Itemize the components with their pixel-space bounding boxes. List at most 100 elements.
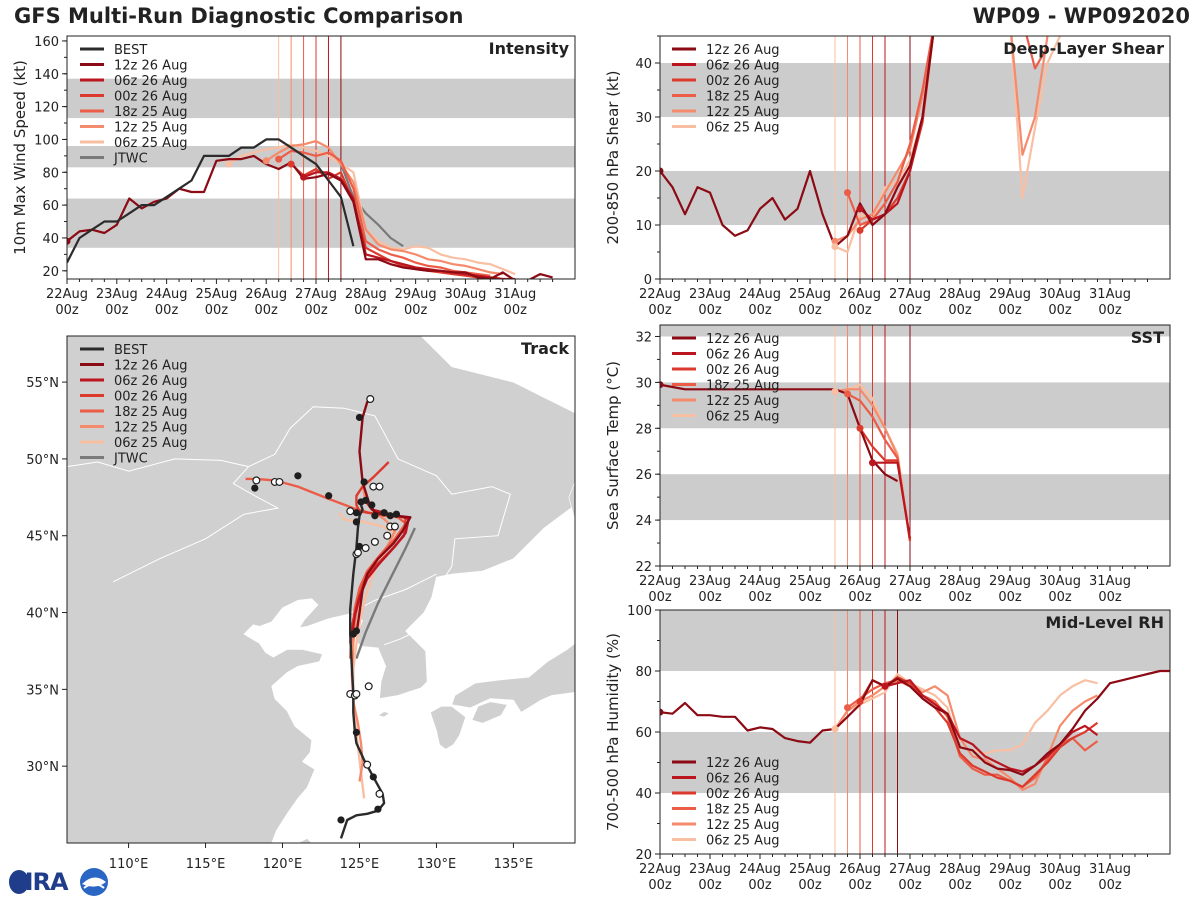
shear-marker-00z-26-aug [856,226,864,234]
sst-xtick-label: 26Aug [839,574,881,589]
shear-xtick-label: 00z [898,303,922,318]
shear-xtick-label: 00z [948,303,972,318]
track-point-open [361,544,370,553]
sst-legend-label-06z-25-aug: 06z 25 Aug [706,410,780,425]
sst-xtick-label: 00z [948,590,972,605]
intensity-xtick-label: 00z [304,303,328,318]
intensity-band-2 [67,78,575,119]
track-plot-area [67,336,575,843]
sst-marker-18z-25-aug [844,390,851,398]
sst-legend-label-00z-26-aug: 00z 26 Aug [706,363,780,378]
shear-series-12z-25-aug [834,36,1049,243]
track-point-open [275,477,284,486]
land-polygon-3 [429,705,467,750]
sst-xtick-label: 24Aug [739,574,781,589]
intensity-legend-label-00z-26-aug: 00z 26 Aug [114,90,188,105]
sst-xtick-label: 00z [1098,590,1122,605]
track-xtick-label: 115°E [186,857,226,872]
intensity-marker-06z-26-aug [300,173,308,181]
track-point [294,472,302,480]
intensity-series-12z-25-aug [265,140,503,276]
shear-xtick-label: 22Aug [639,287,681,302]
intensity-xtick-label: 23Aug [96,287,138,302]
intensity-ytick-label: 60 [42,199,59,214]
sst-legend-label-18z-25-aug: 18z 25 Aug [706,379,780,394]
intensity-xtick-label: 00z [404,303,428,318]
rh-chart: 2040608010022Aug00z23Aug00z24Aug00z25Aug… [604,604,1171,893]
rh-xtick-label: 00z [648,878,672,893]
track-frame [66,335,576,844]
track-point [371,512,379,520]
intensity-marker-06z-25-aug [225,160,233,168]
rh-xtick-label: 31Aug [1089,862,1131,877]
intensity-frame [66,35,576,280]
shear-xtick-label: 00z [848,303,872,318]
shear-xtick-label: 00z [1048,303,1072,318]
shear-xtick-label: 27Aug [889,287,931,302]
rh-legend-label-12z-25-aug: 12z 25 Aug [706,818,780,833]
rh-xtick-label: 00z [698,878,722,893]
rh-ytick-label: 40 [635,787,652,802]
rh-plot-area [660,610,1170,854]
intensity-band-1 [67,146,575,168]
track-ytick-label: 45°N [26,530,59,545]
intensity-ylabel: 10m Max Wind Speed (kt) [11,60,29,255]
sst-series-06z-26-aug [872,461,912,539]
sst-ytick-label: 22 [635,560,652,575]
track-point [368,501,376,509]
intensity-ytick-label: 160 [34,35,59,50]
track-point [360,478,368,486]
rh-xtick-label: 28Aug [939,862,981,877]
shear-band-0 [660,171,1170,225]
shear-marker-12z-26-aug [660,167,664,175]
sst-band-0 [660,474,1170,521]
track-ytick-label: 50°N [26,453,59,468]
sst-xtick-label: 00z [648,590,672,605]
rh-series-12z-26-aug [660,669,1170,776]
track-point-open [390,522,399,531]
track-point-open [252,476,261,485]
rh-ylabel: 700-500 hPa Humidity (%) [604,633,622,831]
intensity-xtick-label: 26Aug [245,287,287,302]
track-point-open [353,548,362,557]
shear-xtick-label: 00z [1098,303,1122,318]
shear-chart: 01020304022Aug00z23Aug00z24Aug00z25Aug00… [604,35,1171,318]
border-line-3 [383,633,411,646]
sst-xtick-label: 00z [798,590,822,605]
sst-ytick-label: 28 [635,422,652,437]
sst-xtick-label: 00z [1048,590,1072,605]
shear-legend-label-12z-25-aug: 12z 25 Aug [706,105,780,120]
track-point [386,512,394,520]
track-point [362,496,370,504]
track-point [352,509,361,517]
intensity-legend-label-06z-26-aug: 06z 26 Aug [114,74,188,89]
border-line-0 [112,406,511,583]
rh-title: Mid-Level RH [1045,613,1164,632]
track-point-open [375,789,384,798]
sst-xtick-label: 28Aug [939,574,981,589]
shear-xtick-label: 30Aug [1039,287,1081,302]
shear-marker-06z-26-aug [856,205,864,213]
track-point-open [370,537,379,546]
shear-xtick-label: 00z [998,303,1022,318]
sst-xtick-label: 23Aug [689,574,731,589]
rh-legend-label-00z-26-aug: 00z 26 Aug [706,787,780,802]
intensity-plot-area [67,36,575,279]
shear-xtick-label: 25Aug [789,287,831,302]
intensity-ytick-label: 120 [34,101,59,116]
rh-marker-06z-25-aug [831,725,839,733]
land-polygon-2 [471,701,508,724]
land-polygon-4 [377,711,391,718]
land-polygon-1 [451,642,575,713]
rh-xtick-label: 27Aug [889,862,931,877]
rh-legend-label-06z-25-aug: 06z 25 Aug [706,834,780,849]
shear-xtick-label: 29Aug [989,287,1031,302]
track-point [355,542,364,551]
intensity-xtick-label: 25Aug [195,287,237,302]
rh-xtick-label: 25Aug [789,862,831,877]
sst-xtick-label: 22Aug [639,574,681,589]
sst-ytick-label: 32 [635,330,652,345]
sst-xtick-label: 30Aug [1039,574,1081,589]
sst-xtick-label: 00z [998,590,1022,605]
rh-legend-label-12z-26-aug: 12z 26 Aug [706,756,780,771]
